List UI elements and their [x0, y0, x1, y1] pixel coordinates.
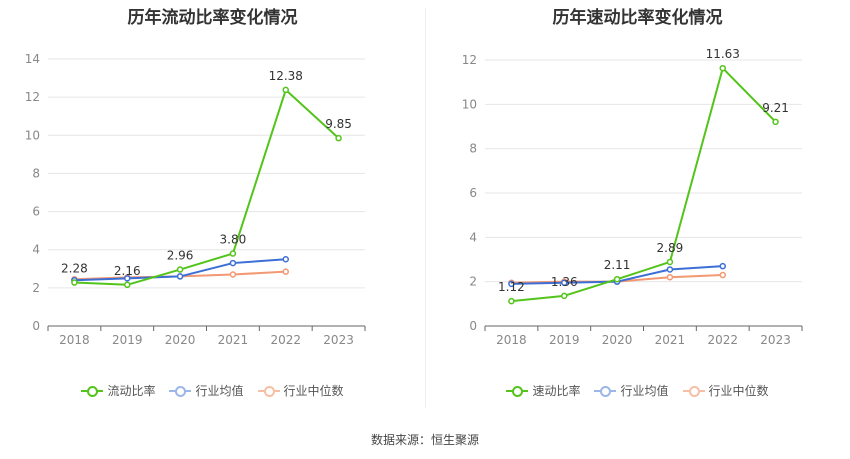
legend: 流动比率 行业均值 行业中位数 — [0, 382, 425, 399]
data-label: 2.28 — [61, 262, 88, 276]
data-label: 2.89 — [657, 241, 684, 255]
data-label: 11.63 — [706, 47, 740, 61]
data-point — [666, 258, 674, 266]
legend-swatch-icon — [81, 385, 104, 397]
y-tick-label: 6 — [32, 205, 40, 219]
x-tick-label: 2022 — [270, 333, 301, 347]
legend-label: 行业均值 — [620, 384, 669, 398]
data-point — [282, 86, 289, 94]
data-label: 12.38 — [269, 69, 303, 83]
data-point — [229, 259, 237, 267]
data-label: 9.85 — [325, 117, 352, 131]
data-point — [124, 281, 131, 289]
x-tick-label: 2019 — [112, 333, 143, 347]
legend-swatch-icon — [682, 385, 705, 397]
x-tick-label: 2022 — [707, 333, 738, 347]
legend-label: 速动比率 — [532, 384, 581, 398]
x-tick-label: 2018 — [59, 333, 90, 347]
legend-label: 行业中位数 — [708, 384, 769, 398]
data-point — [282, 256, 289, 263]
x-tick-label: 2020 — [165, 333, 196, 347]
x-tick-label: 2020 — [602, 333, 633, 347]
data-point — [229, 250, 237, 257]
x-tick-label: 2019 — [549, 333, 580, 347]
data-label: 2.16 — [114, 264, 141, 278]
data-point — [176, 273, 184, 280]
x-tick-label: 2021 — [218, 333, 249, 347]
data-point — [71, 279, 78, 286]
legend-swatch-icon — [594, 385, 617, 397]
series-line — [511, 67, 777, 303]
y-tick-label: 4 — [469, 230, 477, 244]
y-tick-label: 6 — [469, 186, 477, 200]
legend-item-industry-average[interactable]: 行业均值 — [169, 382, 244, 399]
x-tick-label: 2023 — [323, 333, 354, 347]
y-tick-label: 2 — [469, 275, 477, 289]
data-point — [561, 279, 568, 287]
data-point — [282, 268, 289, 275]
current-ratio-panel: 历年流动比率变化情况 0 2 4 6 8 10 12 14 2018 2019 2020 2021 20… — [0, 0, 425, 420]
data-label: 9.21 — [762, 101, 789, 115]
data-point — [772, 118, 779, 126]
legend-item-current-ratio[interactable]: 流动比率 — [81, 382, 155, 399]
data-point — [719, 271, 726, 279]
data-label: 1.12 — [498, 280, 525, 294]
legend-label: 流动比率 — [107, 384, 156, 398]
data-point — [666, 266, 674, 273]
chart-title: 历年速动比率变化情况 — [552, 8, 723, 28]
y-tick-label: 10 — [462, 97, 477, 111]
series-line — [74, 88, 340, 286]
legend-item-quick-ratio[interactable]: 速动比率 — [506, 382, 580, 399]
data-point — [666, 273, 674, 281]
data-point — [335, 134, 342, 142]
y-tick-label: 0 — [469, 319, 477, 333]
data-point — [124, 275, 131, 282]
legend-item-industry-median[interactable]: 行业中位数 — [682, 382, 769, 399]
data-point — [229, 271, 237, 278]
y-tick-label: 4 — [32, 243, 40, 257]
y-tick-label: 14 — [25, 52, 40, 66]
data-label: 3.80 — [220, 233, 247, 247]
data-label: 2.11 — [604, 258, 631, 272]
data-point — [613, 275, 621, 283]
legend-swatch-icon — [506, 385, 529, 397]
data-point — [176, 266, 184, 273]
data-point — [561, 292, 568, 300]
legend-swatch-icon — [169, 385, 192, 397]
y-tick-label: 2 — [32, 281, 40, 295]
legend-item-industry-median[interactable]: 行业中位数 — [257, 382, 344, 399]
y-tick-label: 10 — [25, 128, 40, 142]
data-point — [508, 280, 515, 288]
legend: 速动比率 行业均值 行业中位数 — [425, 382, 850, 399]
data-point — [719, 64, 726, 72]
x-tick-label: 2018 — [496, 333, 527, 347]
legend-label: 行业均值 — [195, 384, 244, 398]
legend-label: 行业中位数 — [283, 384, 344, 398]
legend-swatch-icon — [257, 385, 280, 397]
current-ratio-chart: 0 2 4 6 8 10 12 14 2018 2019 2020 2021 2022 2023 2.28 2… — [25, 52, 366, 347]
data-point — [508, 297, 515, 305]
data-label: 1.36 — [551, 275, 578, 289]
x-tick-label: 2023 — [760, 333, 791, 347]
data-source: 数据来源：恒生聚源 — [370, 433, 479, 447]
x-tick-label: 2021 — [655, 333, 686, 347]
y-tick-label: 12 — [462, 53, 477, 67]
quick-ratio-panel: 历年速动比率变化情况 0 2 4 6 8 10 12 2018 2019 2020 2021 2022… — [425, 0, 850, 420]
panel-divider — [425, 8, 426, 408]
chart-title: 历年流动比率变化情况 — [127, 8, 298, 28]
y-tick-label: 8 — [469, 142, 477, 156]
y-tick-label: 0 — [32, 319, 40, 333]
y-tick-label: 8 — [32, 166, 40, 180]
data-label: 2.96 — [167, 249, 194, 263]
legend-item-industry-average[interactable]: 行业均值 — [594, 382, 669, 399]
y-tick-label: 12 — [25, 90, 40, 104]
quick-ratio-chart: 0 2 4 6 8 10 12 2018 2019 2020 2021 2022 2023 1.12 1.3… — [462, 47, 803, 347]
data-point — [719, 262, 726, 270]
